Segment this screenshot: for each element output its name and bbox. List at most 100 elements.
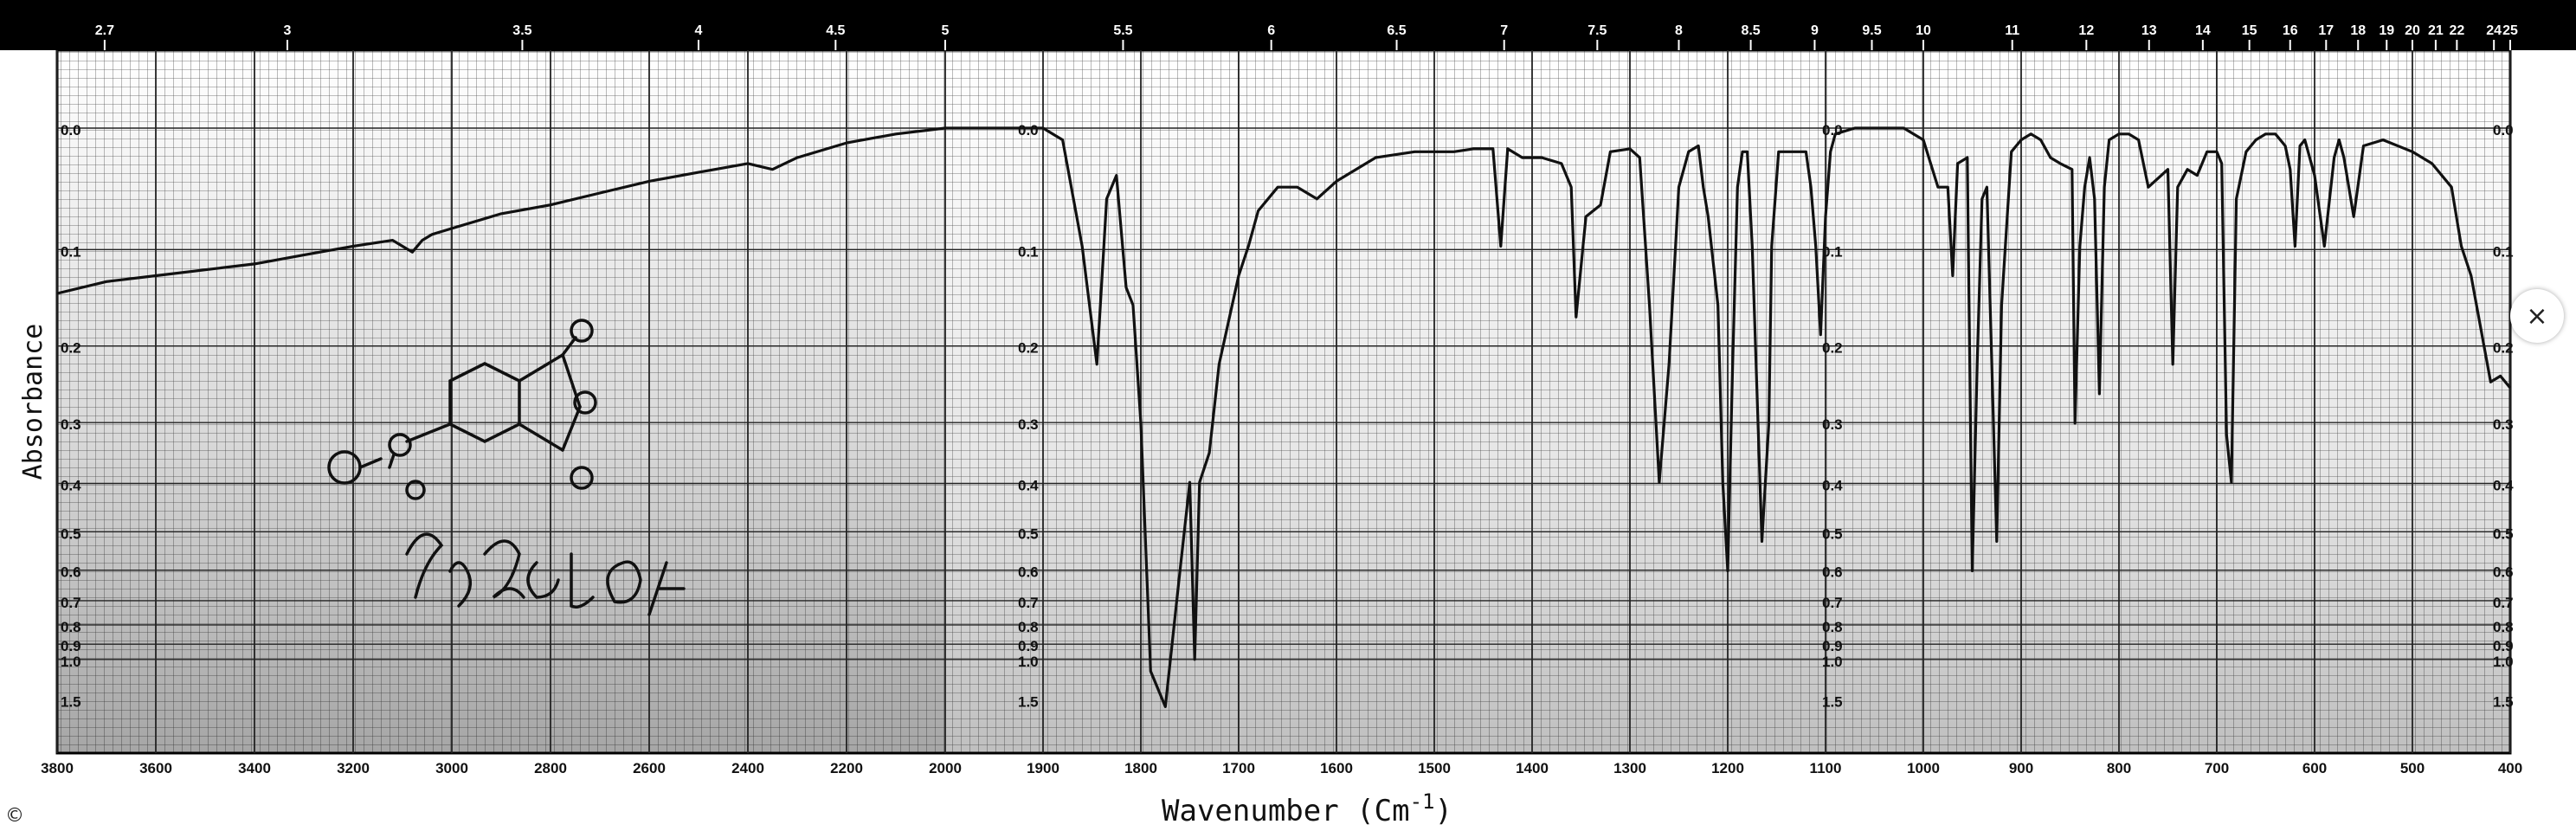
- wavelength-tick-label: 20: [2405, 23, 2420, 38]
- absorbance-tick-label: 0.3: [2493, 416, 2514, 433]
- wavenumber-tick-label: 400: [2498, 760, 2522, 776]
- absorbance-tick-label: 0.1: [1822, 243, 1843, 260]
- wavelength-tick-label: 3: [284, 23, 292, 38]
- copyright-mark: ©: [5, 805, 24, 827]
- wavelength-tick-label: 6: [1267, 23, 1275, 38]
- absorbance-tick-label: 1.0: [1018, 654, 1039, 670]
- absorbance-tick-label: 0.7: [2493, 595, 2514, 611]
- close-button[interactable]: ×: [2510, 289, 2564, 343]
- absorbance-tick-label: 0.6: [1822, 564, 1843, 581]
- absorbance-tick-label: 0.0: [1018, 122, 1039, 138]
- wavelength-tick-label: 13: [2141, 23, 2157, 38]
- absorbance-tick-label: 0.7: [1822, 595, 1843, 611]
- absorbance-tick-label: 0.2: [2493, 340, 2514, 357]
- wavenumber-tick-label: 1300: [1613, 760, 1646, 776]
- wavelength-tick-label: 12: [2078, 23, 2094, 38]
- wavenumber-tick-label: 2200: [830, 760, 863, 776]
- wavelength-tick-label: 15: [2242, 23, 2257, 38]
- wavelength-tick-label: 5.5: [1113, 23, 1132, 38]
- wavenumber-tick-label: 3600: [139, 760, 172, 776]
- wavelength-tick-label: 16: [2283, 23, 2298, 38]
- wavenumber-tick-label: 500: [2400, 760, 2425, 776]
- wavenumber-tick-label: 3000: [435, 760, 468, 776]
- absorbance-tick-label: 0.4: [1822, 477, 1843, 493]
- wavenumber-tick-label: 2800: [534, 760, 567, 776]
- absorbance-tick-label: 0.3: [61, 416, 81, 433]
- wavenumber-tick-label: 3800: [41, 760, 74, 776]
- absorbance-tick-label: 0.1: [2493, 243, 2514, 260]
- absorbance-tick-label: 1.0: [1822, 654, 1843, 670]
- absorbance-tick-label: 0.1: [1018, 243, 1039, 260]
- wavelength-tick-label: 7.5: [1587, 23, 1607, 38]
- x-axis-title: Wavenumber (Cm-1): [1162, 789, 1452, 828]
- wavelength-tick-labels: 2.7 3 3.5 4 4.5 5 5.5 6 6.5 7 7.5 8 8.5 9 9.5 10 11 12 13 1…: [95, 23, 2518, 50]
- absorbance-tick-label: 0.5: [2493, 525, 2514, 542]
- wavenumber-tick-label: 1900: [1027, 760, 1059, 776]
- absorbance-tick-label: 0.9: [1822, 638, 1843, 654]
- wavelength-tick-label: 8.5: [1741, 23, 1760, 38]
- wavenumber-tick-label: 1000: [1907, 760, 1940, 776]
- wavenumber-tick-label: 1100: [1810, 760, 1842, 776]
- absorbance-tick-label: 0.3: [1018, 416, 1039, 433]
- absorbance-tick-label: 0.8: [2493, 619, 2514, 635]
- handwritten-structure: [327, 319, 686, 616]
- absorbance-tick-label: 0.9: [61, 638, 81, 654]
- wavelength-tick-label: 9: [1811, 23, 1819, 38]
- wavenumber-tick-label: 1400: [1516, 760, 1549, 776]
- absorbance-tick-label: 0.2: [1822, 340, 1843, 357]
- wavenumber-tick-label: 800: [2107, 760, 2131, 776]
- shade-left: [57, 50, 945, 753]
- absorbance-tick-label: 0.2: [61, 340, 81, 357]
- absorbance-tick-label: 1.0: [2493, 654, 2514, 670]
- wavenumber-tick-label: 1200: [1711, 760, 1744, 776]
- absorbance-tick-label: 0.8: [1822, 619, 1843, 635]
- absorbance-tick-label: 0.8: [61, 619, 81, 635]
- absorbance-tick-label: 0.4: [61, 477, 81, 493]
- wavenumber-tick-label: 2400: [731, 760, 764, 776]
- wavenumber-tick-label: 1700: [1222, 760, 1255, 776]
- wavelength-tick-label: 3.5: [512, 23, 531, 38]
- absorbance-tick-label: 1.5: [1018, 693, 1039, 710]
- wavelength-tick-label: 6.5: [1387, 23, 1406, 38]
- absorbance-tick-label: 0.5: [61, 525, 81, 542]
- absorbance-tick-label: 0.2: [1018, 340, 1039, 357]
- absorbance-tick-label: 0.0: [2493, 122, 2514, 138]
- wavenumber-tick-label: 900: [2009, 760, 2033, 776]
- wavelength-tick-label: 19: [2379, 23, 2394, 38]
- wavenumber-tick-label: 3400: [238, 760, 271, 776]
- wavelength-tick-label: 4: [695, 23, 703, 38]
- wavenumber-tick-label: 1500: [1418, 760, 1451, 776]
- absorbance-tick-label: 0.4: [1018, 477, 1039, 493]
- absorbance-tick-label: 0.0: [61, 122, 81, 138]
- absorbance-tick-label: 1.5: [2493, 693, 2514, 710]
- absorbance-tick-label: 0.7: [61, 595, 81, 611]
- wavelength-tick-label: 24: [2486, 23, 2502, 38]
- wavelength-tick-label: 4.5: [826, 23, 845, 38]
- absorbance-tick-label: 1.5: [1822, 693, 1843, 710]
- absorbance-tick-label: 0.5: [1822, 525, 1843, 542]
- absorbance-tick-label: 0.9: [2493, 638, 2514, 654]
- header-band: [0, 0, 2576, 50]
- wavelength-tick-label: 5: [942, 23, 950, 38]
- wavenumber-tick-label: 700: [2205, 760, 2229, 776]
- absorbance-tick-label: 0.6: [2493, 564, 2514, 581]
- absorbance-scales: 0.0 0.0 0.0 0.0 0.1 0.1 0.1 0.1 0.2 0.2 0.2 0.2 0.3 0…: [61, 122, 2514, 710]
- wavenumber-tick-label: 600: [2302, 760, 2327, 776]
- spectrum-line: [56, 126, 2512, 708]
- wavelength-tick-label: 2.7: [95, 23, 114, 38]
- absorbance-tick-label: 1.5: [61, 693, 81, 710]
- wavelength-tick-label: 17: [2318, 23, 2334, 38]
- wavenumber-tick-label: 1800: [1124, 760, 1157, 776]
- major-grid: [56, 50, 2511, 753]
- wavenumber-tick-label: 3200: [337, 760, 370, 776]
- wavenumber-tick-label: 1600: [1320, 760, 1353, 776]
- wavelength-tick-label: 22: [2449, 23, 2464, 38]
- wavelength-tick-label: 10: [1916, 23, 1931, 38]
- wavelength-tick-label: 14: [2195, 23, 2211, 38]
- wavelength-tick-label: 18: [2350, 23, 2366, 38]
- y-axis-title: Absorbance: [18, 324, 48, 480]
- absorbance-tick-label: 1.0: [61, 654, 81, 670]
- absorbance-tick-label: 0.5: [1018, 525, 1039, 542]
- absorbance-tick-label: 0.6: [1018, 564, 1039, 581]
- wavelength-tick-label: 7: [1500, 23, 1508, 38]
